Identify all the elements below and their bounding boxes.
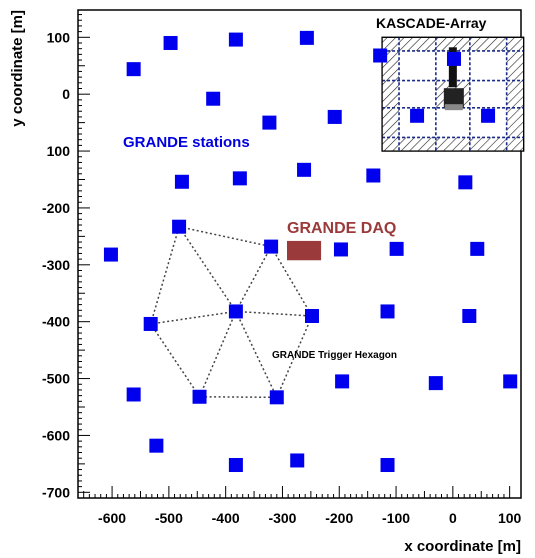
kascade-border [381,36,525,152]
stations-annotation: GRANDE stations [123,134,250,151]
station-marker [126,387,141,402]
axis-ticks [78,14,511,498]
x-tick-label: 100 [498,510,522,526]
kascade-station-marker [481,108,496,123]
daq-box [287,240,322,261]
station-marker [335,374,350,389]
hexagon-spoke [235,311,278,398]
y-tick-label: -300 [42,257,70,273]
kascade-central-detector [448,47,457,88]
kascade-annotation: KASCADE-Array [376,15,487,31]
station-marker [264,239,279,254]
hexagon-annotation: GRANDE Trigger Hexagon [272,350,397,361]
kascade-station-marker [410,108,425,123]
station-marker [470,241,485,256]
station-marker [290,453,305,468]
station-marker [192,389,207,404]
y-tick-label: 0 [62,86,70,102]
x-tick-label: -200 [325,510,353,526]
tick-labels: -600 -500 -400 -300 -200 -100 0 100 100 0 100 -200 -… [42,29,522,526]
station-marker [232,171,247,186]
station-marker [373,48,388,63]
station-marker [228,458,243,473]
station-marker [458,175,473,190]
station-marker [462,308,477,323]
station-markers [103,30,518,473]
station-marker [206,91,221,106]
x-tick-label: 0 [449,510,457,526]
station-marker [380,304,395,319]
hexagon-spoke [150,310,236,325]
x-tick-label: -400 [212,510,240,526]
y-tick-label: 100 [47,29,71,45]
kascade-station-marker [446,51,461,66]
hexagon-spoke [178,226,237,312]
x-tick-label: -500 [155,510,183,526]
y-axis-label: y coordinate [m] [9,10,26,127]
hexagon-spoke [235,246,272,312]
hexagon-spoke [235,310,313,317]
station-marker [304,308,319,323]
y-tick-label: 100 [47,143,71,159]
kascade-building [443,88,464,109]
station-marker [143,316,158,331]
station-marker [163,35,178,50]
station-marker [228,32,243,47]
station-marker [389,241,404,256]
station-marker [174,174,189,189]
station-marker [299,30,314,45]
y-tick-label: -400 [42,314,70,330]
kascade-array-inset [381,36,525,152]
station-marker [366,168,381,183]
station-marker [380,458,395,473]
station-marker [327,109,342,124]
y-tick-label: -200 [42,200,70,216]
y-tick-label: -500 [42,371,70,387]
station-marker [228,304,243,319]
station-marker [149,438,164,453]
station-marker [126,62,141,77]
daq-annotation: GRANDE DAQ [287,220,396,237]
station-marker [333,242,348,257]
station-marker [297,162,312,177]
kascade-building-base [444,104,463,111]
x-tick-label: -300 [268,510,296,526]
station-marker [103,247,118,262]
x-tick-label: -100 [382,510,410,526]
station-marker [262,115,277,130]
y-tick-label: -600 [42,427,70,443]
x-tick-label: -600 [98,510,126,526]
y-tick-label: -700 [42,484,70,500]
x-axis-label: x coordinate [m] [404,538,521,555]
station-marker [503,374,518,389]
station-marker [172,219,187,234]
station-marker [269,390,284,405]
hexagon-spoke [198,311,237,398]
station-marker [428,376,443,391]
